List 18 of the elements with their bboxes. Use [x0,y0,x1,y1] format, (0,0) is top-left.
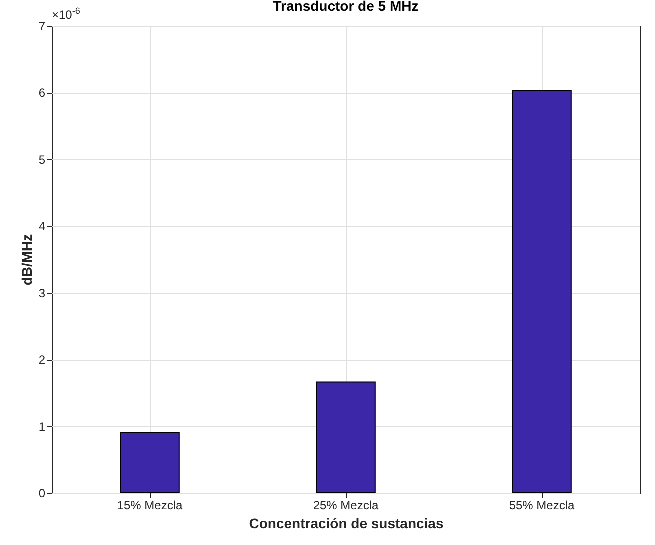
bar [316,382,376,494]
text: ×10$^{-6}$ [52,6,80,22]
y-tick-label: 3 [38,286,46,300]
bar [120,432,180,494]
y-axis-title: dB/MHz [18,234,35,286]
x-tick-label: 55% Mezcla [509,498,575,512]
y-tick-label: 1 [38,420,46,434]
x-tick-label: 15% Mezcla [117,498,183,512]
y-tick-label: 0 [38,486,46,500]
y-tick-label: 2 [38,353,46,368]
chart-title: Transductor de 5 MHz [273,0,419,14]
x-axis-title: Concentración de sustancias [249,516,444,532]
y-tick-label: 4 [38,220,46,234]
y-tick-label: 5 [38,152,46,167]
y-tick-label: 7 [38,20,46,34]
x-tick-label: 25% Mezcla [313,498,379,512]
y-tick-label: 6 [38,86,46,100]
bar [512,90,572,494]
